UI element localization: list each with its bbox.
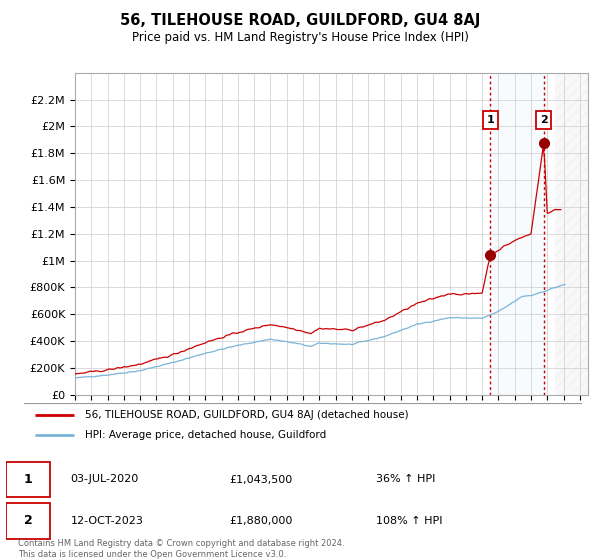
- Text: 36% ↑ HPI: 36% ↑ HPI: [376, 474, 436, 484]
- Text: Price paid vs. HM Land Registry's House Price Index (HPI): Price paid vs. HM Land Registry's House …: [131, 31, 469, 44]
- Text: 1: 1: [487, 115, 494, 125]
- Text: Contains HM Land Registry data © Crown copyright and database right 2024.
This d: Contains HM Land Registry data © Crown c…: [18, 539, 344, 559]
- Text: £1,043,500: £1,043,500: [229, 474, 293, 484]
- FancyBboxPatch shape: [19, 403, 587, 446]
- Bar: [556, 73, 588, 395]
- Text: 2: 2: [540, 115, 548, 125]
- FancyBboxPatch shape: [6, 503, 50, 539]
- Text: 56, TILEHOUSE ROAD, GUILDFORD, GU4 8AJ: 56, TILEHOUSE ROAD, GUILDFORD, GU4 8AJ: [120, 13, 480, 28]
- Text: 03-JUL-2020: 03-JUL-2020: [71, 474, 139, 484]
- Bar: [490, 73, 547, 395]
- Text: £1,880,000: £1,880,000: [229, 516, 293, 526]
- Text: 12-OCT-2023: 12-OCT-2023: [71, 516, 143, 526]
- Text: 108% ↑ HPI: 108% ↑ HPI: [376, 516, 443, 526]
- Text: 56, TILEHOUSE ROAD, GUILDFORD, GU4 8AJ (detached house): 56, TILEHOUSE ROAD, GUILDFORD, GU4 8AJ (…: [85, 410, 409, 420]
- Text: 2: 2: [23, 515, 32, 528]
- FancyBboxPatch shape: [6, 462, 50, 497]
- Text: 1: 1: [23, 473, 32, 486]
- Text: HPI: Average price, detached house, Guildford: HPI: Average price, detached house, Guil…: [85, 430, 326, 440]
